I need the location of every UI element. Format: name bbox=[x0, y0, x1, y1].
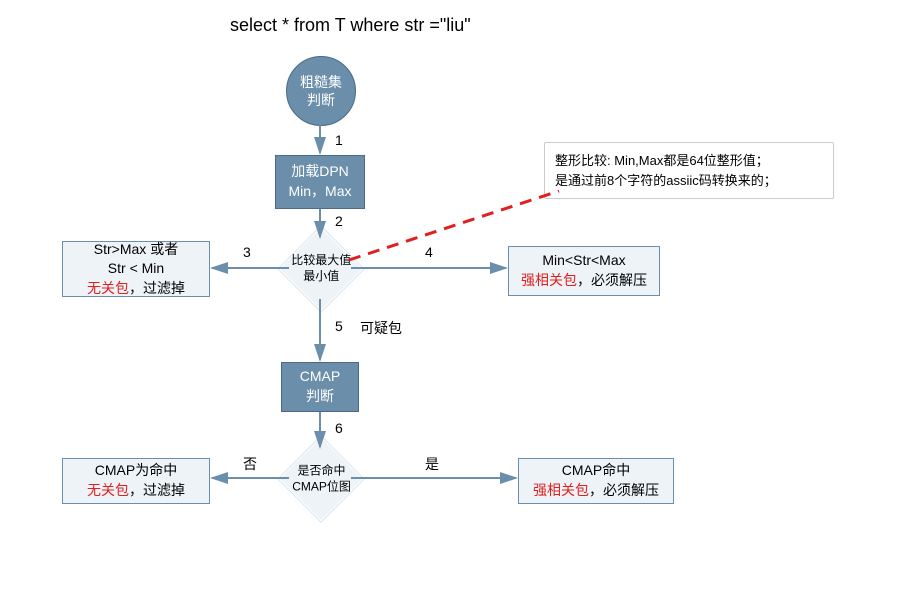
node-start: 粗糙集 判断 bbox=[286, 56, 356, 126]
leftbox2-l2-suf: ，过滤掉 bbox=[129, 482, 185, 498]
leftbox1-l3-suf: ，过滤掉 bbox=[129, 280, 185, 296]
leftbox2-l1: CMAP为命中 bbox=[95, 462, 177, 478]
node-load-dpn: 加载DPN Min，Max bbox=[275, 155, 365, 209]
rightbox1-l2-suf: ，必须解压 bbox=[577, 272, 647, 288]
rightbox1-l2-red: 强相关包 bbox=[521, 272, 577, 288]
leftbox1-l1: Str>Max 或者 bbox=[94, 241, 178, 257]
leftbox2-l2-red: 无关包 bbox=[87, 482, 129, 498]
diamond1-l1: 比较最大值 bbox=[291, 253, 351, 267]
diamond1-l2: 最小值 bbox=[303, 269, 339, 283]
node-right-cmap-hit: CMAP命中 强相关包，必须解压 bbox=[518, 458, 674, 504]
diamond2-l2: CMAP位图 bbox=[292, 479, 351, 493]
cmap-l2: 判断 bbox=[306, 388, 334, 404]
leftbox1-l2: Str < Min bbox=[108, 260, 164, 276]
rightbox2-l1: CMAP命中 bbox=[562, 462, 630, 478]
callout-note: 整形比较: Min,Max都是64位整形值； 是通过前8个字符的assiic码转… bbox=[544, 142, 834, 199]
edge-label-1: 1 bbox=[335, 132, 343, 148]
node-left-cmap-miss: CMAP为命中 无关包，过滤掉 bbox=[62, 458, 210, 504]
node-load-dpn-l1: 加载DPN bbox=[291, 163, 349, 179]
callout-l1: 整形比较: Min,Max都是64位整形值； bbox=[555, 153, 769, 168]
edge-label-5-suffix: 可疑包 bbox=[360, 318, 402, 338]
edges-overlay bbox=[0, 0, 901, 609]
edge-label-2: 2 bbox=[335, 213, 343, 229]
edge-label-3: 3 bbox=[243, 244, 251, 260]
node-diamond-compare: 比较最大值 最小值 bbox=[279, 227, 364, 312]
page-title: select * from T where str ="liu" bbox=[230, 15, 471, 36]
node-start-line1: 粗糙集 bbox=[300, 74, 342, 90]
edge-label-4: 4 bbox=[425, 244, 433, 260]
node-start-line2: 判断 bbox=[307, 92, 335, 108]
rightbox1-l1: Min<Str<Max bbox=[542, 252, 625, 268]
leftbox1-l3-red: 无关包 bbox=[87, 280, 129, 296]
rightbox2-l2-suf: ，必须解压 bbox=[589, 482, 659, 498]
edge-label-yes: 是 bbox=[425, 454, 439, 474]
node-left-filter: Str>Max 或者 Str < Min 无关包，过滤掉 bbox=[62, 241, 210, 297]
edge-label-6: 6 bbox=[335, 420, 343, 436]
node-diamond-cmap: 是否命中 CMAP位图 bbox=[279, 437, 364, 522]
node-load-dpn-l2: Min，Max bbox=[288, 183, 351, 199]
edge-label-no: 否 bbox=[243, 454, 257, 474]
edge-label-5: 5 bbox=[335, 318, 343, 334]
node-cmap: CMAP 判断 bbox=[281, 362, 359, 412]
node-right-strong: Min<Str<Max 强相关包，必须解压 bbox=[508, 246, 660, 296]
diamond2-l1: 是否命中 bbox=[297, 463, 345, 477]
rightbox2-l2-red: 强相关包 bbox=[533, 482, 589, 498]
callout-l2: 是通过前8个字符的assiic码转换来的； bbox=[555, 173, 777, 188]
cmap-l1: CMAP bbox=[300, 368, 340, 384]
